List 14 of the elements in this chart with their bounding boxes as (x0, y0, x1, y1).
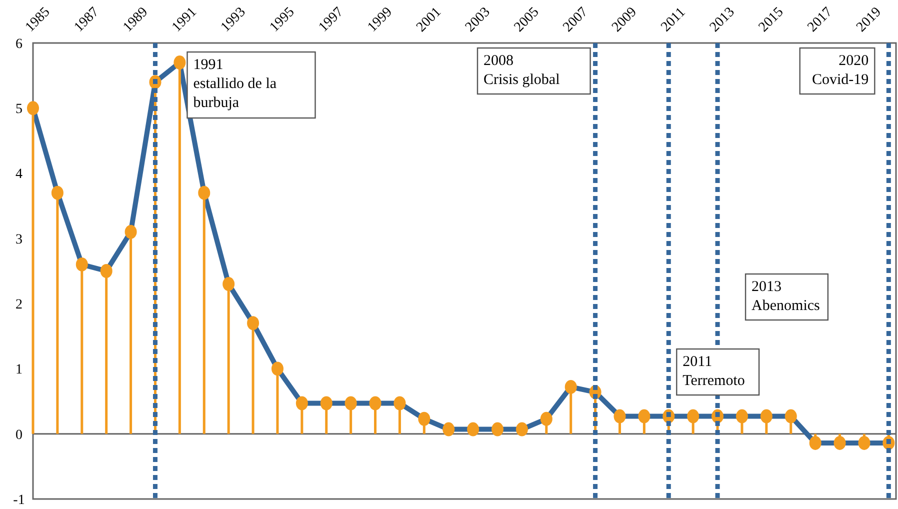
ref-line-label: 2011 Terremoto (682, 354, 745, 389)
x-tick-label: 1991 (169, 4, 200, 36)
y-tick-label: 5 (16, 102, 22, 118)
y-tick-label: 1 (16, 362, 22, 378)
y-tick-label: 2 (16, 297, 22, 312)
y-tick-label: 0 (16, 428, 22, 443)
ref-line-label: 2013 Abenomics (752, 279, 820, 314)
ref-line-label: 1991 estallido de la burbuja (193, 57, 277, 111)
ref-line-label: 2008 Crisis global (483, 53, 560, 88)
y-tick-label: -1 (13, 492, 25, 508)
y-tick-label: 6 (16, 36, 22, 52)
y-tick-label: 3 (16, 232, 22, 248)
y-tick-label: 4 (16, 167, 22, 182)
ref-line-label: 2020 Covid-19 (812, 53, 869, 88)
